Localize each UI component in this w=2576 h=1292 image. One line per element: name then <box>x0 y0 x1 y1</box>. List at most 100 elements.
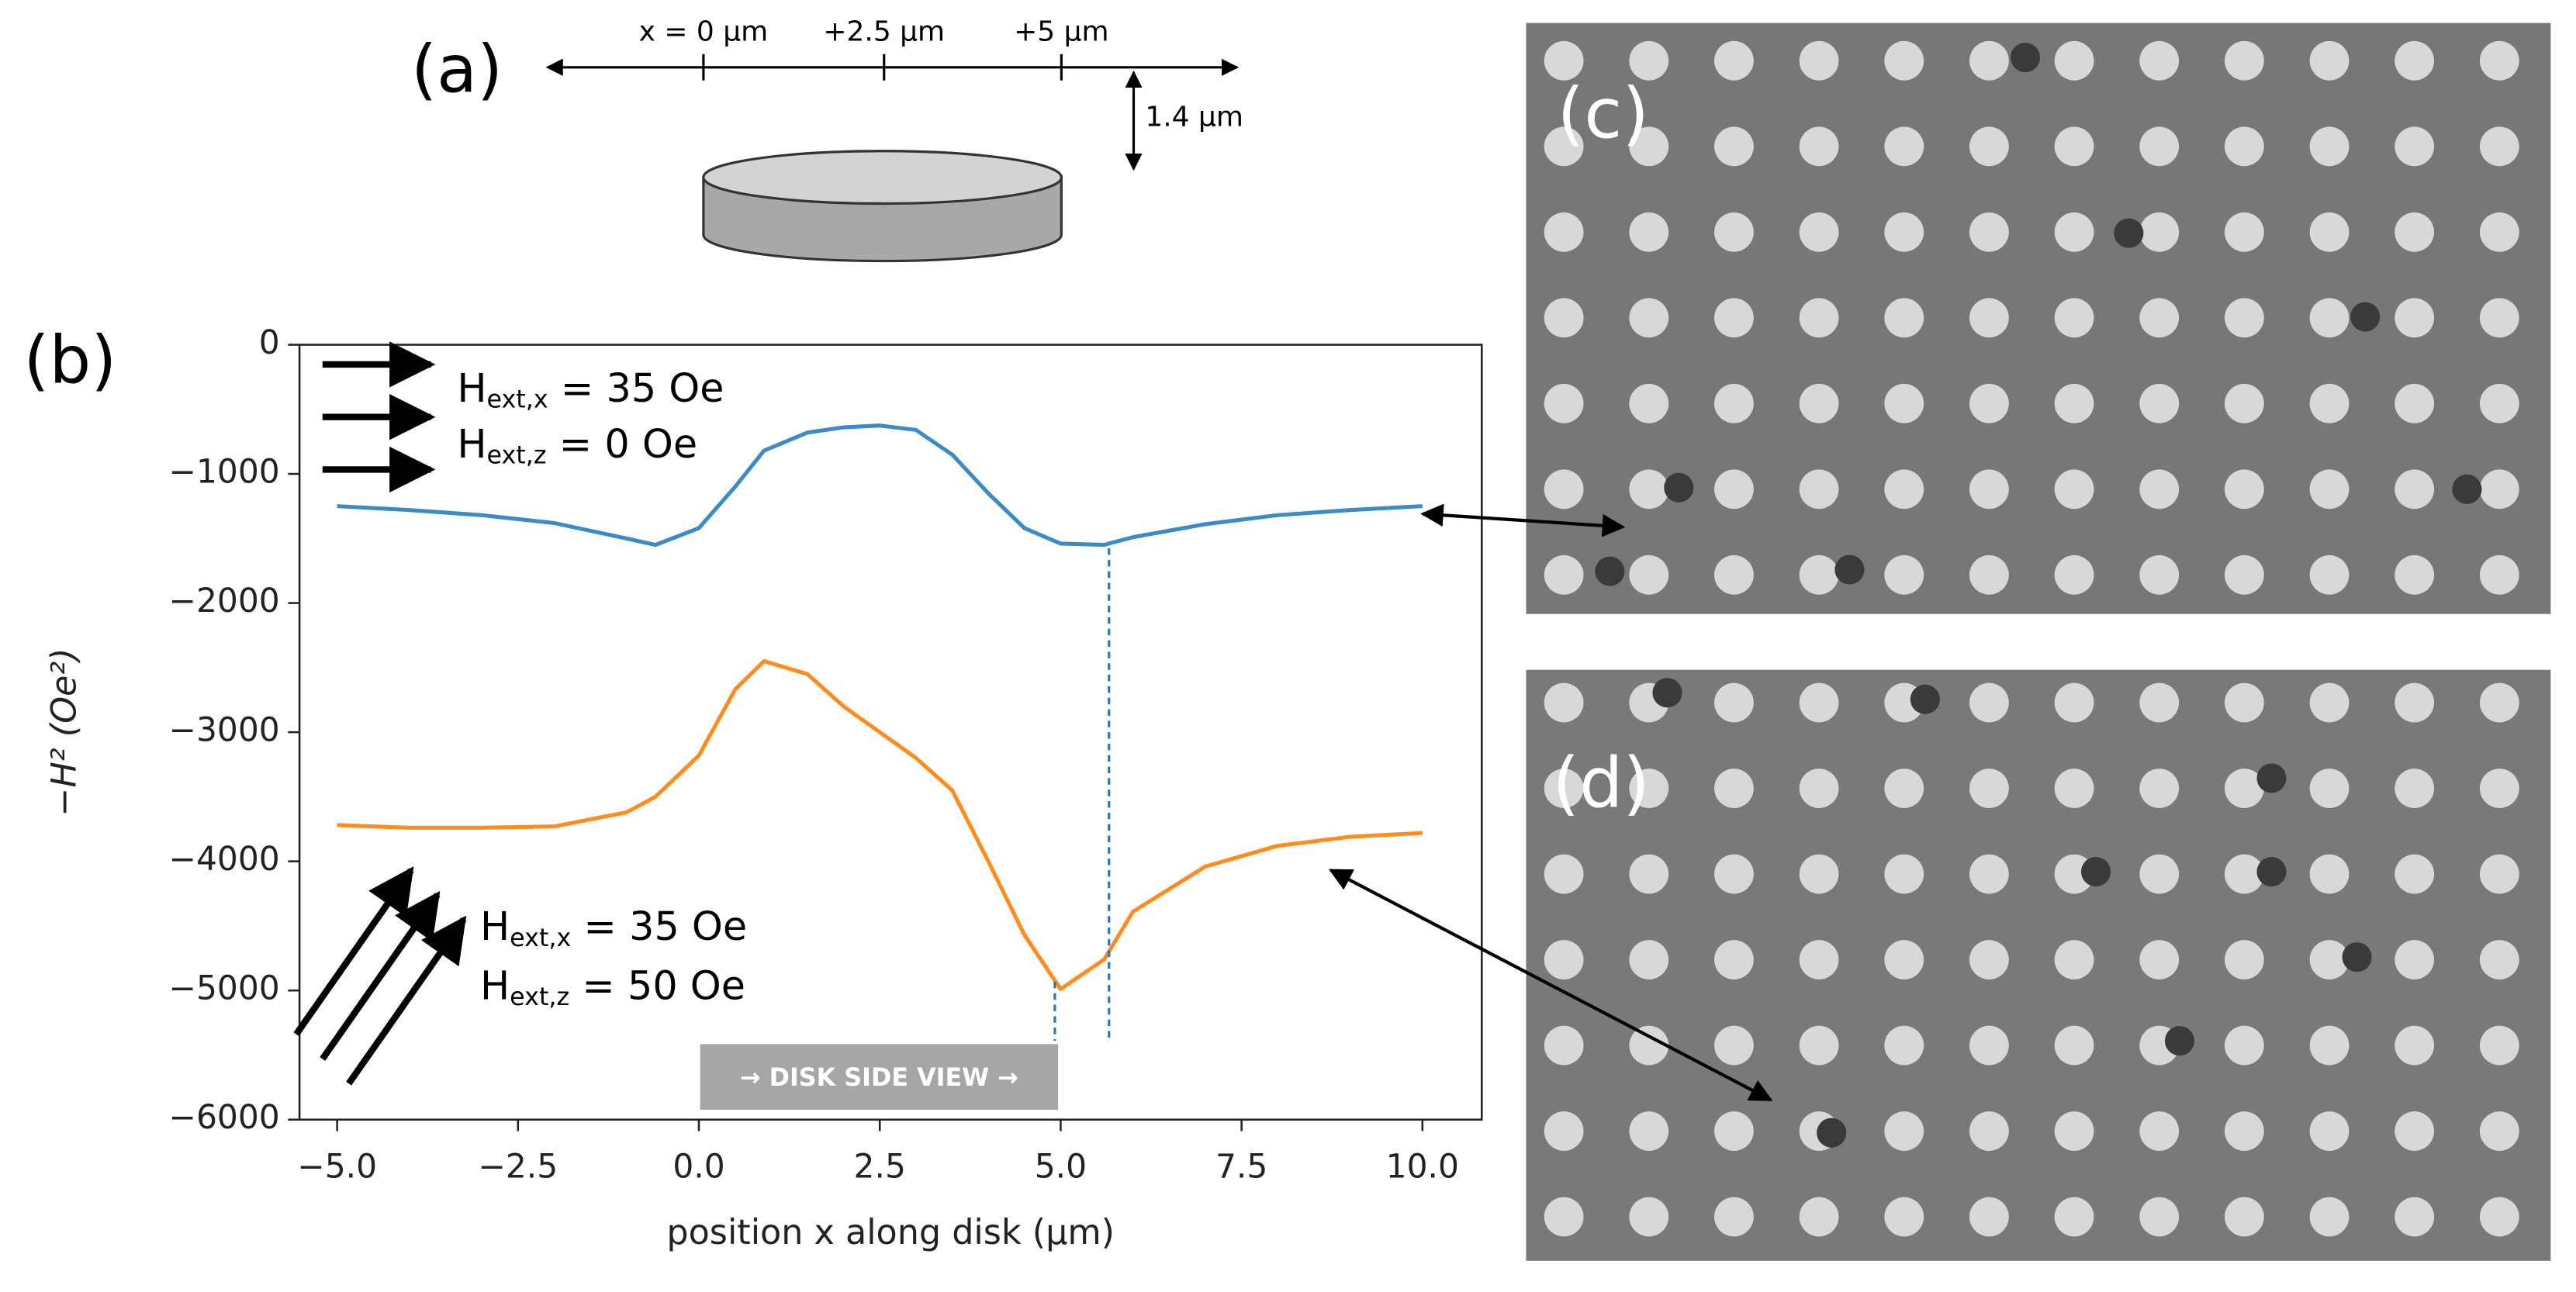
dot <box>2479 769 2519 808</box>
dot <box>1629 298 1669 338</box>
pointer-arrow <box>1328 869 1773 1102</box>
dot <box>1544 298 1584 338</box>
dot <box>2394 1025 2435 1066</box>
dot <box>2394 682 2435 723</box>
dot <box>2394 298 2435 338</box>
dot <box>1799 554 1839 595</box>
dot <box>2224 1197 2264 1237</box>
particle <box>2342 942 2372 972</box>
dot <box>2394 554 2435 595</box>
dot <box>1884 212 1924 252</box>
dot <box>2309 212 2350 252</box>
dot <box>2224 682 2264 723</box>
dot <box>1544 212 1584 252</box>
dot <box>1969 554 2009 595</box>
dot <box>1544 682 1584 723</box>
dot <box>1884 940 1924 979</box>
dot <box>1884 854 1924 894</box>
field-arrows <box>293 341 467 1086</box>
dot <box>1969 383 2009 423</box>
y-tick-label: −6000 <box>169 1098 280 1136</box>
dot <box>1799 1197 1839 1237</box>
arrow <box>320 890 441 1061</box>
particle <box>1664 472 1694 503</box>
dot <box>1629 126 1669 167</box>
annotation-text: = 35 Oe <box>548 365 724 411</box>
dot <box>2139 854 2180 894</box>
y-tick-label: −1000 <box>169 453 280 491</box>
dot <box>1884 1111 1924 1151</box>
annotation-text: = 50 Oe <box>569 962 745 1008</box>
dot <box>1629 1197 1669 1237</box>
dot <box>2309 940 2350 979</box>
dot <box>2394 383 2435 423</box>
dot <box>1544 1111 1584 1151</box>
x-tick-label: 5.0 <box>1035 1148 1087 1186</box>
dot <box>1884 298 1924 338</box>
dot <box>1714 682 1754 723</box>
banner: → DISK SIDE VIEW → <box>740 1064 1018 1092</box>
annotation-symbol: H <box>457 421 486 467</box>
dot <box>2309 469 2350 510</box>
annotation: Hext,z = 0 Oe <box>457 421 697 470</box>
dot <box>1799 940 1839 979</box>
dot <box>2394 769 2435 808</box>
dot <box>1884 383 1924 423</box>
dot <box>2479 940 2519 979</box>
dot <box>1629 1111 1669 1151</box>
dot <box>2139 1197 2180 1237</box>
banner-box <box>700 1044 1059 1111</box>
dot <box>1544 1025 1584 1066</box>
dot <box>2479 298 2519 338</box>
dot <box>2054 40 2094 81</box>
particle <box>2080 857 2111 887</box>
dot <box>1969 940 2009 979</box>
x-tick-label: −2.5 <box>478 1148 558 1186</box>
dot <box>2309 554 2350 595</box>
dot <box>2054 1197 2094 1237</box>
dot <box>2224 40 2264 81</box>
dot <box>1799 682 1839 723</box>
dot <box>2224 126 2264 167</box>
diagram-tick: +2.5 µm <box>823 16 945 47</box>
dot <box>1969 469 2009 510</box>
dot <box>2224 1111 2264 1151</box>
dot <box>1629 1025 1669 1066</box>
dot <box>2054 126 2094 167</box>
annotation-symbol: H <box>480 962 510 1008</box>
panel-label: (a) <box>411 31 503 108</box>
dot <box>2139 126 2180 167</box>
dot <box>1969 1111 2009 1151</box>
dot <box>2224 212 2264 252</box>
dot <box>1629 212 1669 252</box>
dot <box>2139 40 2180 81</box>
dot <box>2479 126 2519 167</box>
dot <box>1714 383 1754 423</box>
dot <box>2309 682 2350 723</box>
dot <box>2139 298 2180 338</box>
panel-label: (c) <box>1558 73 1649 154</box>
dot <box>2394 469 2435 510</box>
pointer-arrow <box>1420 503 1626 537</box>
dot <box>2054 1025 2094 1066</box>
dot <box>1714 554 1754 595</box>
plot: 0 −1000 −2000 −3000 −4000 −5000 −6000 −5.0 −2.5 0… <box>45 323 1459 1252</box>
diagram-tick: x = 0 µm <box>639 16 769 47</box>
dot <box>2309 1111 2350 1151</box>
dot <box>1799 383 1839 423</box>
dot <box>1714 40 1754 81</box>
y-tick-label: −3000 <box>169 711 280 749</box>
dot <box>2224 383 2264 423</box>
dot <box>2054 212 2094 252</box>
x-tick-label: 7.5 <box>1215 1148 1267 1186</box>
dot <box>1629 940 1669 979</box>
dot <box>1799 469 1839 510</box>
x-tick-label: −5.0 <box>297 1148 377 1186</box>
dot <box>1969 1025 2009 1066</box>
dot <box>2054 383 2094 423</box>
dot <box>2309 298 2350 338</box>
dot <box>1799 1025 1839 1066</box>
dot <box>1629 40 1669 81</box>
particle <box>2164 1026 2195 1056</box>
